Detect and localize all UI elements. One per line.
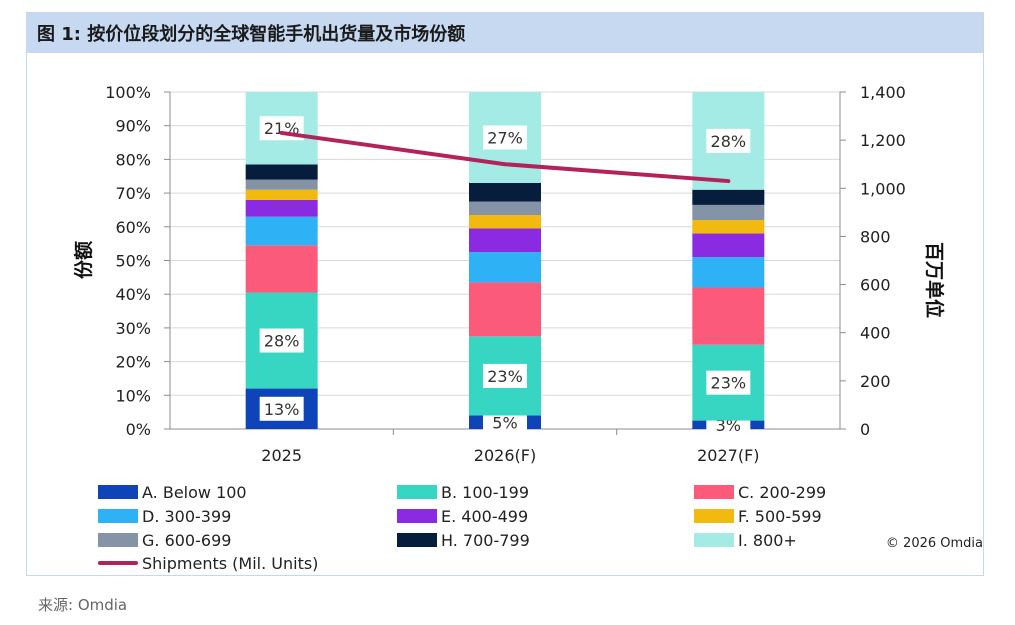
y2-tick-label: 600	[860, 276, 891, 295]
y2-tick-label: 1,400	[860, 83, 906, 102]
legend-label: Shipments (Mil. Units)	[142, 553, 319, 573]
bar-segment	[469, 215, 541, 229]
y-tick-label: 70%	[115, 184, 151, 203]
legend-label: D. 300-399	[142, 506, 232, 526]
bar-segment	[469, 182, 541, 202]
bar-segment	[469, 201, 541, 216]
chart-title: 图 1: 按价位段划分的全球智能手机出货量及市场份额	[27, 13, 983, 53]
legend-item: G. 600-699	[98, 530, 231, 550]
copyright: © 2026 Omdia	[885, 536, 983, 551]
x-tick-label: 2025	[261, 446, 302, 465]
legend-label: B. 100-199	[441, 482, 529, 502]
y-tick-label: 90%	[115, 117, 151, 136]
x-tick-label: 2026(F)	[474, 446, 536, 465]
y2-tick-label: 800	[860, 227, 891, 246]
legend-item: C. 200-299	[694, 482, 826, 502]
bar-segment	[245, 189, 318, 200]
y-tick-label: 30%	[115, 319, 151, 338]
legend-swatch	[397, 509, 437, 523]
legend-item: I. 800+	[694, 530, 797, 550]
data-label: 27%	[487, 128, 523, 147]
data-label-box	[706, 128, 751, 153]
data-label-box	[483, 363, 527, 388]
shipments-line	[279, 130, 731, 184]
y-tick-label: 100%	[105, 83, 151, 102]
legend-item: B. 100-199	[397, 482, 529, 502]
bar-segment	[692, 287, 765, 345]
y2-axis-title: 百万单位	[923, 242, 946, 318]
y-tick-label: 20%	[115, 353, 151, 372]
legend-label: H. 700-799	[441, 530, 530, 550]
legend-item: D. 300-399	[98, 506, 231, 526]
data-label: 23%	[711, 374, 747, 393]
bar-segment	[245, 216, 318, 246]
y2-tick-label: 400	[860, 324, 891, 343]
bar-segment	[692, 257, 765, 288]
legend-item: E. 400-499	[397, 506, 528, 526]
legend-item: F. 500-599	[694, 506, 822, 526]
legend-item-shipments: Shipments (Mil. Units)	[98, 553, 318, 573]
y2-tick-label: 0	[860, 420, 870, 439]
legend-swatch	[397, 485, 437, 499]
bar-segment	[692, 233, 765, 258]
legend-label: F. 500-599	[738, 506, 822, 526]
y-axis-title: 份额	[72, 241, 95, 279]
bar-segment	[692, 204, 765, 221]
bar-segment	[245, 179, 318, 190]
bar-segment	[469, 282, 541, 337]
data-label: 28%	[711, 132, 747, 151]
legend-item: A. Below 100	[98, 482, 247, 502]
legend-swatch	[694, 485, 734, 499]
data-label: 13%	[264, 400, 300, 419]
y2-tick-label: 1,000	[860, 179, 906, 198]
legend-label: E. 400-499	[441, 506, 529, 526]
source-note: 来源: Omdia	[38, 596, 128, 614]
legend-item: H. 700-799	[397, 530, 530, 550]
data-label: 5%	[492, 413, 517, 432]
y-tick-label: 60%	[115, 218, 151, 237]
data-label-box	[259, 396, 304, 421]
legend-swatch	[694, 509, 734, 523]
y2-tick-label: 200	[860, 372, 891, 391]
bar-segment	[245, 245, 318, 293]
bar-segment	[245, 199, 318, 217]
legend-swatch	[98, 533, 138, 547]
x-tick-label: 2027(F)	[697, 446, 759, 465]
legend-swatch	[98, 509, 138, 523]
legend-line-swatch	[98, 561, 138, 565]
bar-segment	[245, 164, 318, 180]
legend-label: A. Below 100	[142, 482, 247, 502]
y-tick-label: 10%	[115, 386, 151, 405]
legend-swatch	[694, 533, 734, 547]
data-label: 23%	[487, 367, 523, 386]
legend-swatch	[98, 485, 138, 499]
y-tick-label: 40%	[115, 285, 151, 304]
data-label-box	[259, 328, 304, 353]
y-tick-label: 50%	[115, 252, 151, 271]
y-tick-label: 0%	[126, 420, 151, 439]
bar-segment	[469, 228, 541, 253]
y2-tick-label: 1,200	[860, 131, 906, 150]
legend-label: I. 800+	[738, 530, 797, 550]
bar-segment	[692, 220, 765, 234]
data-label-box	[706, 370, 751, 395]
legend-label: G. 600-699	[142, 530, 232, 550]
y-tick-label: 80%	[115, 150, 151, 169]
data-label: 28%	[264, 332, 300, 351]
data-label-box	[483, 125, 527, 150]
bar-segment	[469, 252, 541, 283]
bar-segment	[692, 189, 765, 205]
legend-label: C. 200-299	[738, 482, 827, 502]
legend-swatch	[397, 533, 437, 547]
